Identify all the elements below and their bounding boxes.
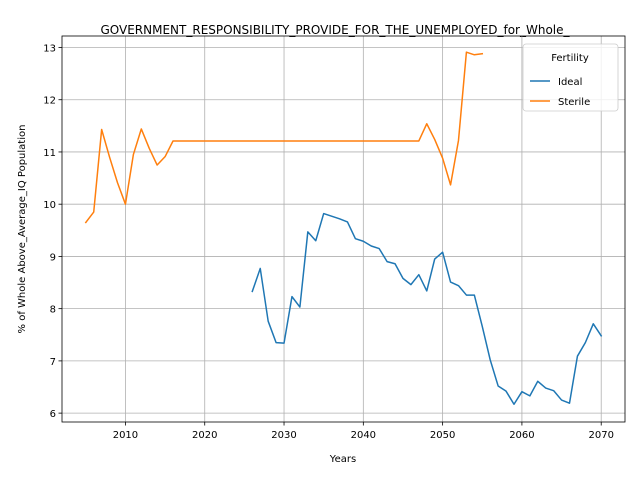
x-tick-label: 2050	[430, 430, 455, 441]
y-tick-label: 13	[43, 43, 56, 54]
x-tick-label: 2070	[588, 430, 613, 441]
x-tick-label: 2040	[351, 430, 376, 441]
legend-label-ideal: Ideal	[558, 77, 582, 88]
y-tick-label: 6	[50, 409, 56, 420]
x-tick-label: 2010	[113, 430, 138, 441]
x-tick-label: 2020	[192, 430, 217, 441]
y-tick-label: 7	[50, 357, 56, 368]
plot-frame	[61, 35, 626, 423]
x-tick-label: 2060	[509, 430, 534, 441]
y-tick-label: 8	[50, 305, 56, 316]
legend-label-sterile: Sterile	[558, 97, 590, 108]
legend-title: Fertility	[551, 53, 589, 64]
x-axis-label: Years	[329, 454, 356, 465]
x-tick-label: 2030	[271, 430, 296, 441]
y-tick-label: 10	[43, 200, 56, 211]
x-axis-ticks: 2010 2020 2030 2040 2050 2060 2070	[113, 422, 614, 441]
series-lines	[84, 51, 603, 405]
legend: Fertility Ideal Sterile	[522, 43, 619, 112]
y-axis-ticks: 6 7 8 9 10 11 12 13	[43, 43, 62, 420]
y-tick-label: 9	[50, 252, 56, 263]
y-tick-label: 12	[43, 96, 56, 107]
chart-title: GOVERNMENT_RESPONSIBILITY_PROVIDE_FOR_TH…	[100, 23, 570, 37]
series-line-sterile	[84, 51, 484, 224]
y-axis-label: % of Whole Above_Average_IQ Population	[17, 125, 28, 334]
gridlines	[62, 36, 625, 422]
y-tick-label: 11	[43, 148, 56, 159]
legend-box	[522, 43, 619, 112]
series-line-ideal	[251, 212, 603, 405]
legend-items: Ideal Sterile	[530, 77, 590, 108]
